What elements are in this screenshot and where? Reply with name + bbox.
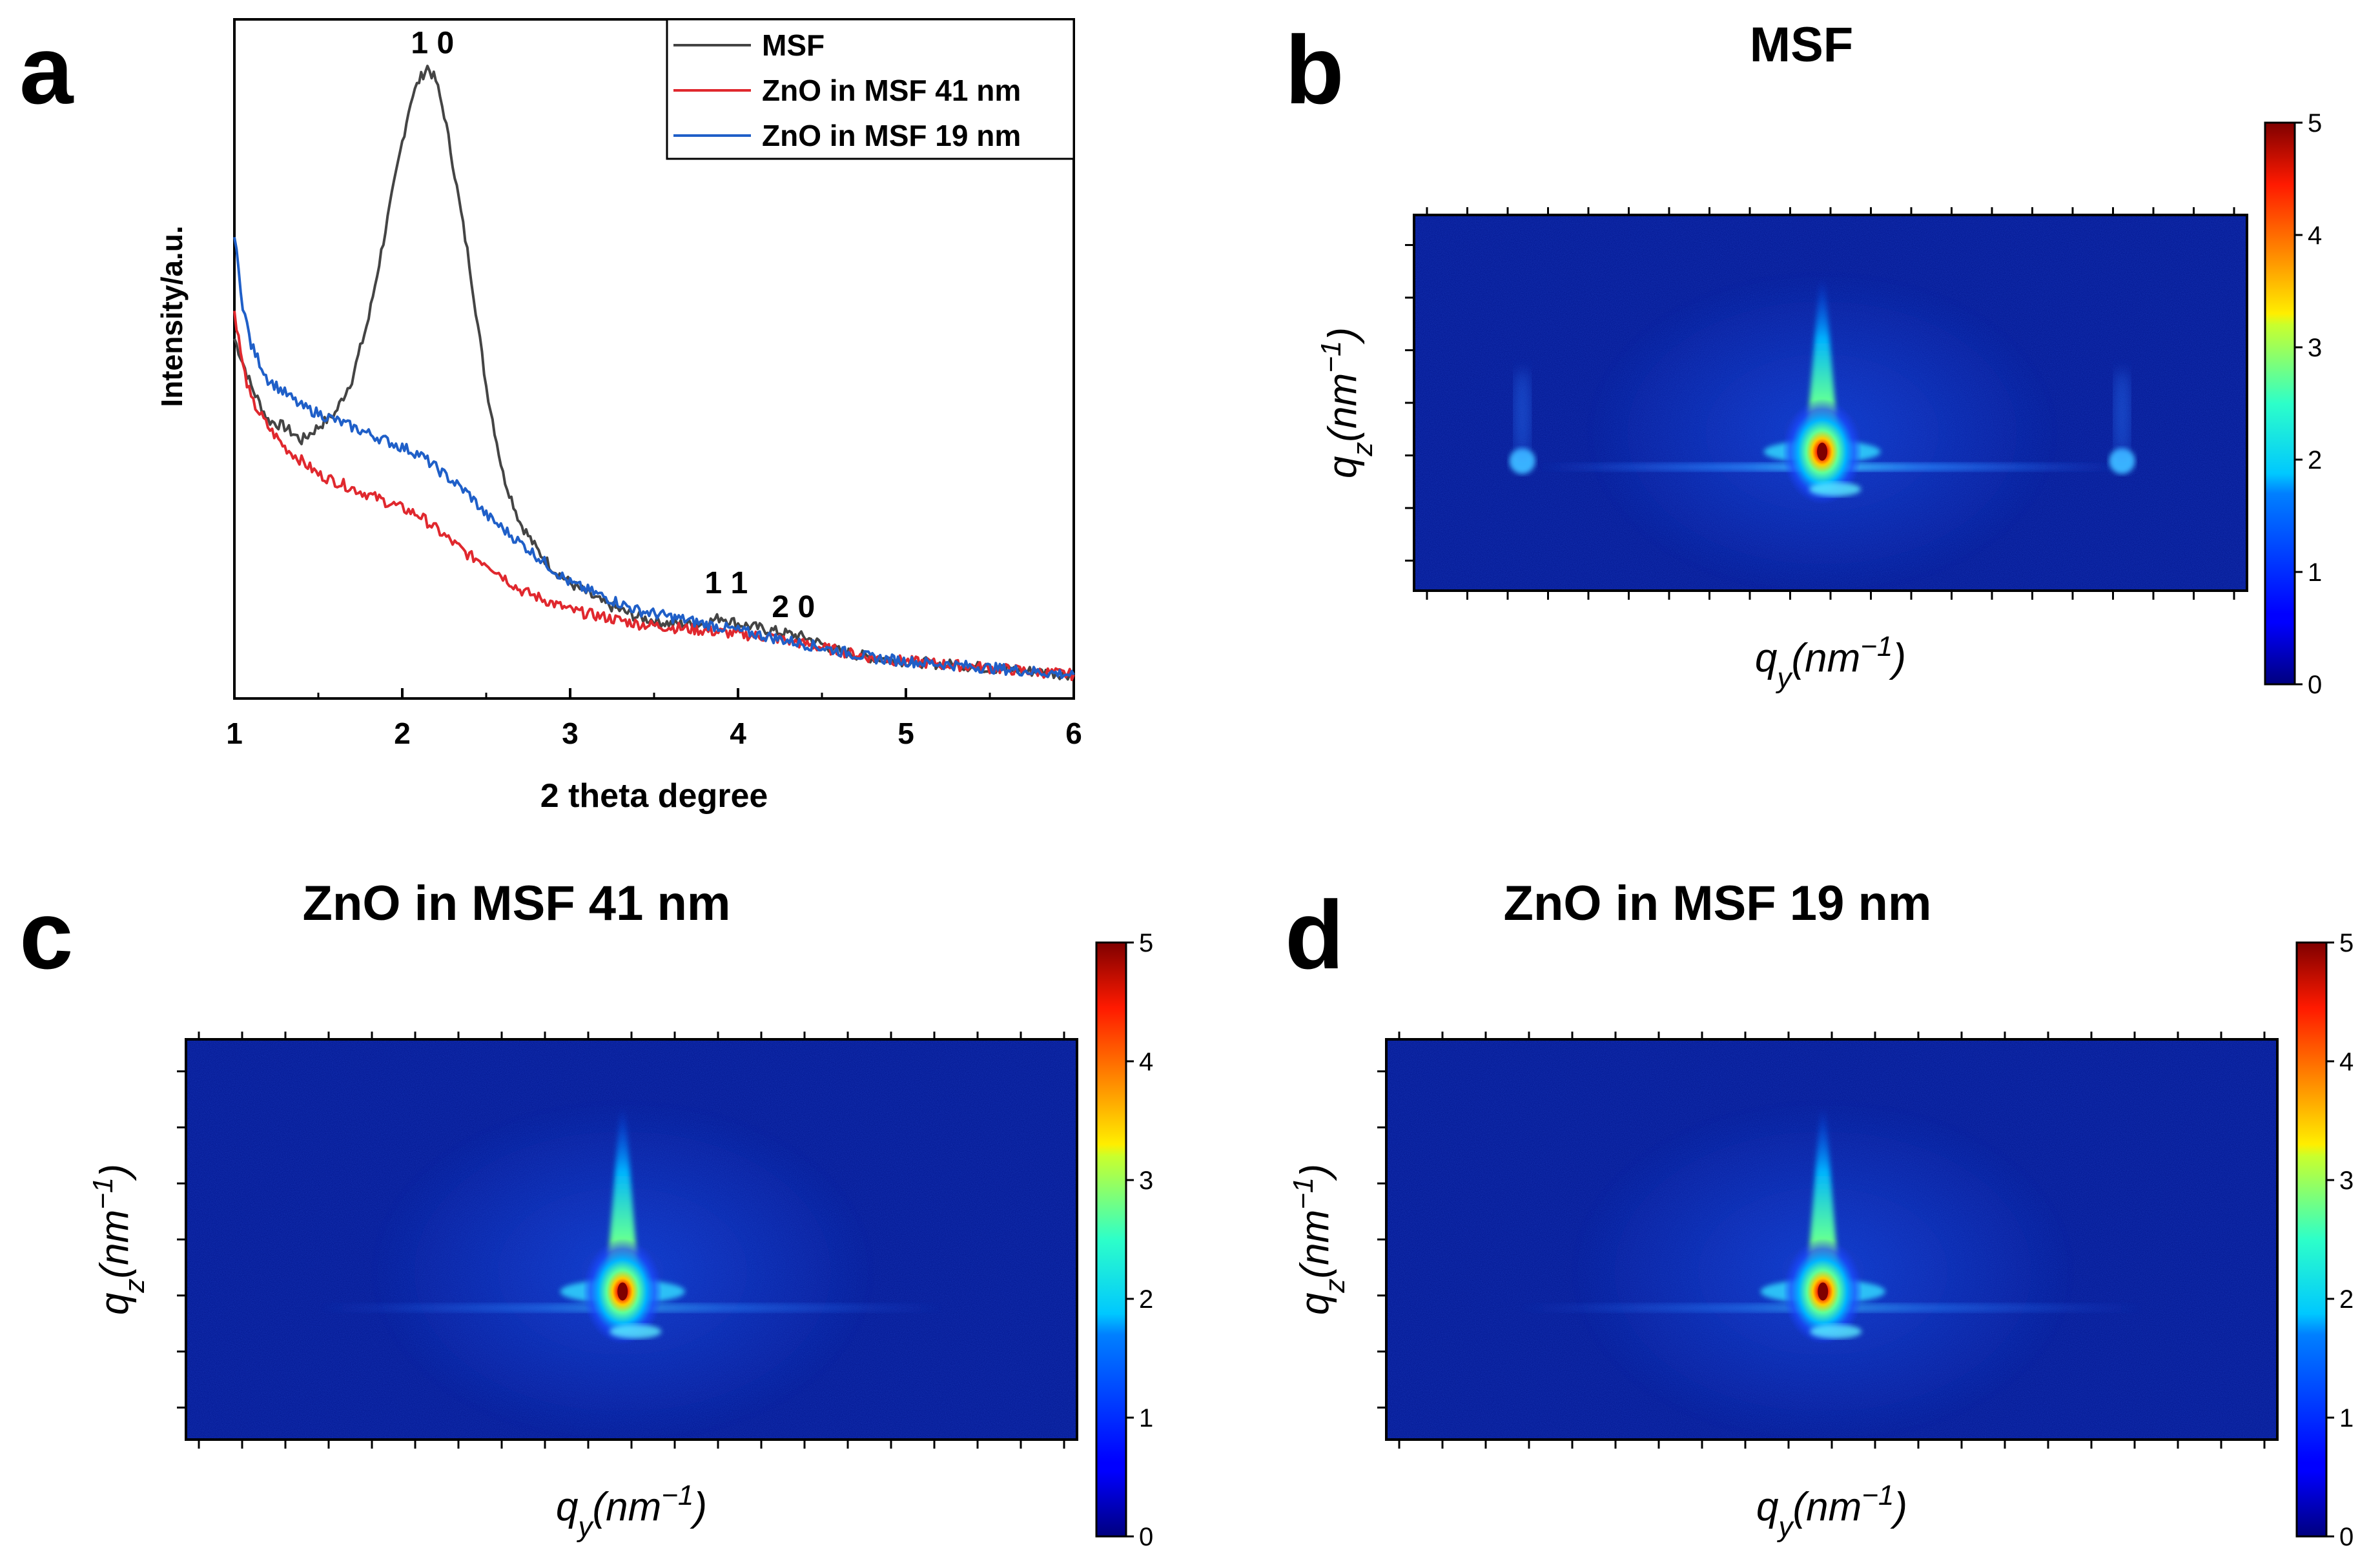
beam-spot-core (617, 1282, 628, 1301)
colorbar-tick-label: 3 (2339, 1167, 2354, 1195)
panel-letter-b: b (1285, 15, 1344, 124)
x-tick-label-a: 5 (898, 717, 914, 750)
colorbar-tick-label: 2 (1139, 1285, 1153, 1314)
legend-entry: ZnO in MSF 19 nm (762, 119, 1021, 152)
legend-entry: ZnO in MSF 41 nm (762, 74, 1021, 107)
heatmap-image-d (1386, 1039, 2277, 1440)
colorbar-tick-label: 4 (2339, 1048, 2354, 1076)
specular-reflection (1809, 482, 1862, 496)
colorbar (2295, 941, 2328, 1538)
colorbar-tick-label: 0 (1139, 1523, 1153, 1551)
series-line-0 (233, 65, 1074, 681)
specular-reflection (610, 1324, 662, 1339)
colorbar-tick-label: 2 (2308, 446, 2322, 474)
side-peak (1509, 448, 1535, 474)
colorbar-tick-label: 1 (2339, 1404, 2354, 1432)
heatmap-image-c (186, 1039, 1077, 1440)
peak-label: 1 0 (411, 26, 454, 61)
side-peak-rod (2114, 369, 2130, 460)
x-axis-label: qy(nm−1) (1756, 1480, 1907, 1543)
heatmap-panel-c: qy(nm−1) qz(nm−1) 0 1 2 3 4 5 (87, 929, 1154, 1551)
colorbar-tick-label: 3 (2308, 334, 2322, 362)
heatmap-panel-b: qy(nm−1) qz(nm−1) 0 1 2 3 4 5 (1315, 109, 2323, 699)
colorbar-tick-label: 5 (2308, 109, 2322, 138)
panel-title-d: ZnO in MSF 19 nm (1504, 876, 1932, 931)
y-axis-label: qz(nm−1) (1315, 327, 1379, 478)
colorbar-tick-label: 4 (2308, 221, 2322, 250)
legend-a: MSF ZnO in MSF 41 nm ZnO in MSF 19 nm (666, 18, 1075, 160)
panel-title-c: ZnO in MSF 41 nm (303, 876, 731, 931)
y-axis-label-a: Intensity/a.u. (155, 225, 189, 407)
colorbar-tick-label: 4 (1139, 1048, 1153, 1076)
colorbar (1095, 941, 1127, 1538)
peak-label: 1 1 (704, 566, 748, 600)
colorbar-tick-label: 0 (2308, 671, 2322, 699)
colorbar-tick-label: 5 (2339, 929, 2354, 957)
panel-letter-a: a (19, 15, 74, 124)
colorbar-tick-label: 0 (2339, 1523, 2354, 1551)
panel-letter-d: d (1285, 881, 1344, 989)
colorbar-tick-label: 2 (2339, 1285, 2354, 1314)
specular-reflection (1810, 1324, 1862, 1339)
colorbar-tick-label: 3 (1139, 1167, 1153, 1195)
series-line-1 (233, 311, 1075, 682)
heatmap-panel-d: qy(nm−1) qz(nm−1) 0 1 2 3 4 5 (1287, 929, 2354, 1551)
y-axis-label: qz(nm−1) (1287, 1164, 1351, 1315)
panel-title-b: MSF (1750, 17, 1853, 72)
x-axis-label-a: 2 theta degree (540, 777, 768, 815)
panel-letter-c: c (19, 881, 73, 989)
beam-spot-core (1818, 1282, 1829, 1301)
x-tick-label-a: 6 (1065, 717, 1082, 750)
line-chart-a: 1 2 3 4 5 6 1 0 1 1 2 0 2 theta degree Intensit… (155, 18, 1082, 815)
x-tick-label-a: 1 (226, 717, 243, 750)
x-axis-label: qy(nm−1) (556, 1480, 707, 1543)
heatmap-image-b (1414, 215, 2247, 591)
colorbar-tick-label: 1 (1139, 1404, 1153, 1432)
legend-entry: MSF (762, 28, 825, 62)
side-peak (2109, 448, 2135, 474)
colorbar (2264, 121, 2296, 686)
series-line-2 (233, 236, 1075, 679)
colorbar-tick-label: 5 (1139, 929, 1153, 957)
x-tick-label-a: 4 (730, 717, 746, 750)
y-axis-label: qz(nm−1) (87, 1164, 150, 1315)
peak-label: 2 0 (772, 590, 815, 624)
beam-spot-core (1817, 442, 1828, 461)
x-tick-label-a: 2 (394, 717, 411, 750)
x-tick-label-a: 3 (562, 717, 579, 750)
colorbar-tick-label: 1 (2308, 558, 2322, 587)
x-axis-label: qy(nm−1) (1755, 631, 1906, 694)
side-peak-rod (1514, 369, 1530, 460)
